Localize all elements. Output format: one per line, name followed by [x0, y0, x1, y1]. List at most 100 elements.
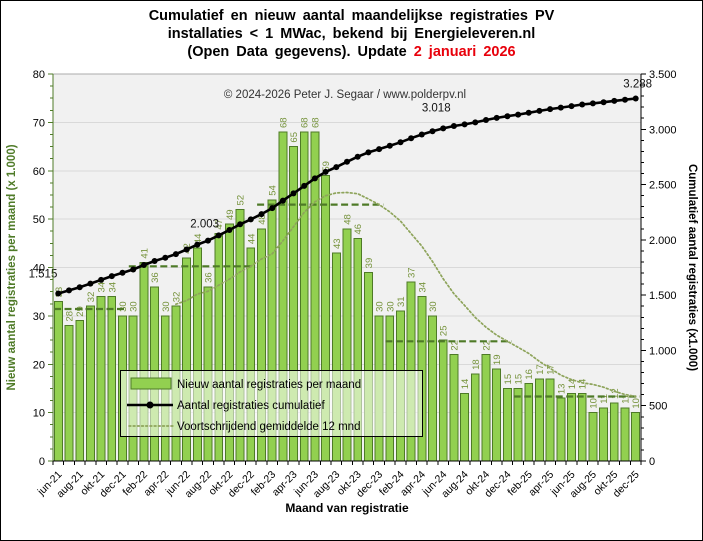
cumulative-point-okt-25	[611, 97, 618, 104]
legend-bar-swatch	[130, 377, 172, 390]
copyright-text: © 2024-2026 Peter J. Segaar / www.polder…	[224, 89, 466, 101]
bar-label-nov-24: 19	[492, 355, 503, 366]
bar-feb-25	[524, 383, 534, 462]
cumulative-point-jun-23	[311, 175, 318, 182]
svg-text:3.500: 3.500	[649, 69, 677, 81]
legend-line-dot	[146, 401, 154, 409]
bar-label-nov-23: 39	[364, 258, 375, 269]
x-label-apr-24: apr-24	[398, 469, 428, 499]
cumulative-point-mei-22	[172, 251, 179, 258]
cumulative-point-sep-23	[344, 158, 350, 165]
bar-sep-25	[599, 407, 609, 462]
annotation-3.288: 3.288	[623, 79, 652, 91]
bar-sep-21	[85, 305, 95, 462]
cumulative-point-okt-21	[98, 276, 105, 283]
bar-label-dec-24: 15	[503, 374, 514, 385]
bar-label-aug-23: 43	[332, 238, 343, 249]
svg-text:80: 80	[33, 69, 45, 81]
cumulative-point-jun-24	[440, 125, 447, 132]
cumulative-point-mei-24	[429, 128, 436, 135]
cumulative-point-aug-23	[333, 164, 340, 171]
cumulative-point-feb-23	[269, 205, 276, 212]
bar-label-sep-23: 48	[343, 214, 354, 225]
annotation-2.003: 2.003	[190, 219, 219, 231]
legend-label-moving-average: Voortschrijdend gemiddelde 12 mnd	[177, 421, 360, 433]
right-axis-title: Cumulatief aantal registraties (x1.000)	[686, 164, 698, 371]
bar-jun-24	[438, 339, 448, 462]
bar-label-jan-24: 30	[385, 301, 396, 312]
cumulative-point-dec-21	[119, 269, 126, 276]
cumulative-point-feb-25	[525, 109, 532, 116]
bar-label-jul-21: 28	[65, 311, 76, 322]
chart-title-line1: Cumulatief en nieuw aantal maandelijkse …	[148, 8, 555, 24]
cumulative-point-apr-24	[418, 131, 425, 138]
cumulative-point-apr-22	[162, 254, 169, 261]
bar-nov-24	[492, 368, 502, 462]
cumulative-point-sep-25	[600, 99, 607, 106]
svg-text:3.000: 3.000	[649, 124, 677, 136]
svg-text:500: 500	[649, 401, 667, 413]
bar-label-mrt-23: 68	[278, 117, 289, 128]
moving-average-line	[175, 191, 637, 398]
bar-label-jun-24: 25	[439, 325, 450, 336]
bar-mei-25	[556, 397, 566, 462]
bar-apr-25	[545, 378, 555, 462]
update-date: 2 januari 2026	[413, 44, 516, 60]
bar-label-sep-24: 18	[471, 359, 482, 370]
chart-title: Cumulatief en nieuw aantal maandelijkse …	[1, 7, 702, 61]
cumulative-point-mei-25	[557, 104, 564, 111]
legend-item-new-registrations: Nieuw aantal registraties per maand	[130, 377, 361, 391]
bar-label-mei-22: 32	[171, 292, 182, 303]
cumulative-point-sep-22	[215, 232, 222, 239]
cumulative-point-feb-24	[397, 139, 404, 146]
cumulative-point-sep-21	[87, 280, 94, 287]
bar-label-feb-24: 31	[396, 296, 407, 307]
bar-jun-21	[53, 300, 63, 462]
bar-label-sep-25: 11	[599, 394, 610, 404]
bar-label-mei-23: 68	[300, 117, 311, 128]
bar-okt-24	[481, 354, 491, 462]
cumulative-point-jun-25	[568, 103, 575, 110]
legend-item-cumulative: Aantal registraties cumulatief	[127, 400, 325, 412]
bar-label-jul-24: 22	[449, 340, 460, 351]
cumulative-point-jan-24	[386, 142, 393, 149]
svg-text:1.500: 1.500	[649, 290, 677, 302]
bar-label-mei-24: 30	[428, 301, 439, 312]
svg-text:40: 40	[33, 263, 45, 275]
legend-item-moving-average: Voortschrijdend gemiddelde 12 mnd	[128, 421, 360, 433]
x-axis-title: Maand van registratie	[285, 501, 409, 515]
bar-label-jul-22: 44	[193, 234, 204, 245]
left-axis	[48, 73, 54, 462]
bar-okt-25	[609, 402, 619, 462]
svg-text:30: 30	[33, 311, 45, 323]
cumulative-point-mrt-25	[536, 107, 543, 114]
cumulative-point-dec-25	[632, 95, 639, 102]
bar-label-dec-21: 30	[118, 301, 129, 312]
svg-text:20: 20	[33, 359, 45, 371]
cumulative-point-nov-25	[622, 96, 628, 103]
svg-text:50: 50	[33, 214, 45, 226]
bar-aug-24	[460, 392, 470, 462]
cumulative-point-jul-24	[450, 123, 457, 129]
cumulative-point-feb-22	[140, 262, 147, 268]
cumulative-point-sep-24	[472, 119, 479, 126]
bar-jul-21	[64, 325, 74, 462]
cumulative-point-aug-22	[205, 237, 211, 244]
cumulative-point-apr-23	[290, 190, 297, 197]
bar-label-mrt-22: 36	[150, 272, 161, 283]
bar-dec-25	[631, 412, 641, 462]
cumulative-point-mrt-22	[151, 258, 158, 264]
bar-label-dec-25: 10	[631, 398, 642, 409]
cumulative-point-aug-25	[589, 100, 596, 107]
bar-label-okt-22: 49	[225, 209, 236, 220]
cumulative-point-okt-24	[483, 117, 489, 123]
chart-title-line2: installaties < 1 MWac, bekend bij Energi…	[167, 26, 536, 42]
annotation-3.018: 3.018	[422, 102, 451, 114]
bar-label-apr-24: 34	[417, 282, 428, 293]
right-axis	[640, 73, 646, 462]
svg-text:60: 60	[33, 166, 45, 178]
bar-aug-25	[588, 412, 598, 462]
annotation-1.515: 1.515	[29, 268, 58, 280]
cumulative-point-jul-22	[194, 241, 201, 248]
